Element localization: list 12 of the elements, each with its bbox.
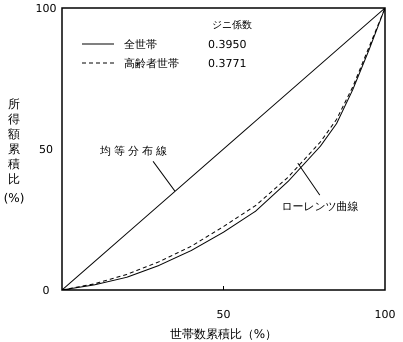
y-tick-label: 50	[39, 143, 53, 156]
annotation: ローレンツ曲線	[281, 200, 358, 214]
text: 均等分布線	[99, 144, 170, 158]
annotation: 0.3950	[208, 38, 246, 51]
y-tick-label: 0	[42, 284, 50, 297]
y-axis-title: 所得額累積比(%)	[4, 97, 24, 205]
legend-title: ジニ係数	[212, 19, 252, 31]
legend-label: 高齢者世帯	[124, 57, 179, 70]
annotation: 0.3771	[208, 57, 246, 70]
legend-label: 全世帯	[124, 38, 157, 51]
y-tick-label: 100	[36, 2, 56, 15]
x-axis-title: 世帯数累積比（%）	[170, 327, 278, 341]
